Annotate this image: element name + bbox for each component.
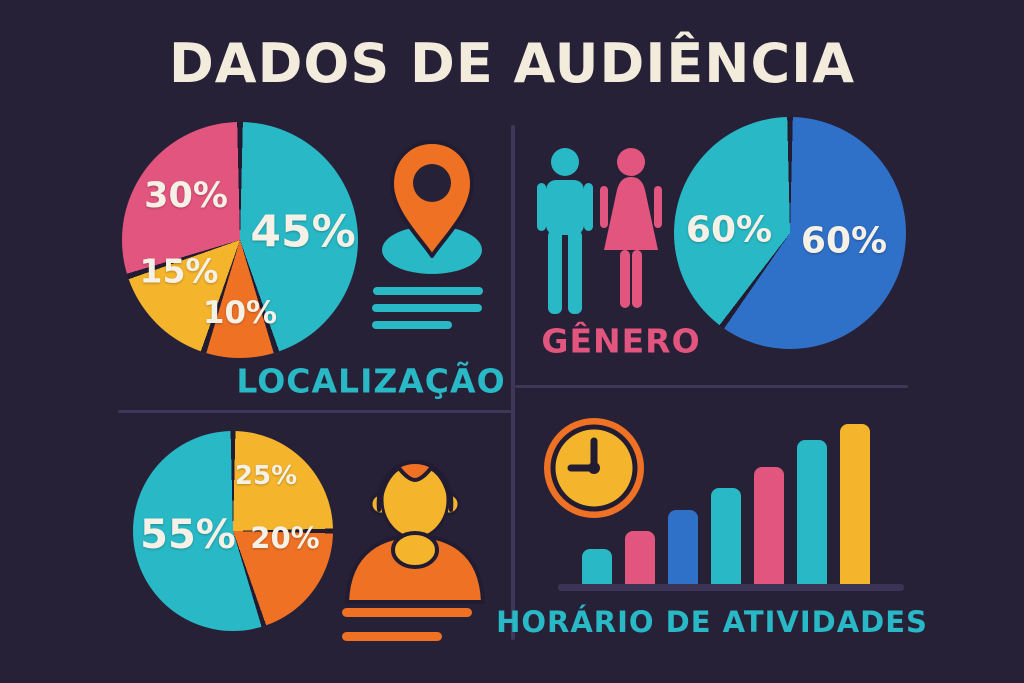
localizacao-label: LOCALIZAÇÃO — [236, 361, 506, 401]
person-text-line — [342, 632, 442, 641]
activity-bar-chart — [582, 420, 870, 584]
horizontal-divider-left — [118, 410, 512, 413]
page-title: DADOS DE AUDIÊNCIA — [168, 32, 856, 95]
vertical-divider — [511, 125, 515, 640]
activity-bar — [840, 424, 870, 584]
horizontal-divider-right — [515, 385, 908, 388]
pie-slice-label: 60% — [685, 209, 773, 251]
genero-pie-chart: 60% 60% — [674, 117, 906, 349]
pie-slice-label: 20% — [250, 521, 320, 555]
pie-slice-label: 55% — [140, 512, 236, 558]
pie-slice-label: 60% — [800, 220, 888, 262]
pie-slice-label: 45% — [250, 206, 356, 258]
person-icon — [344, 460, 486, 604]
activity-bar — [582, 549, 612, 584]
pin-text-line — [373, 287, 483, 295]
activity-bar — [711, 488, 741, 584]
clock-icon — [544, 418, 644, 518]
activity-bar — [754, 467, 784, 584]
genero-label: GÊNERO — [541, 321, 701, 361]
horario-label: HORÁRIO DE ATIVIDADES — [496, 605, 928, 639]
male-icon — [537, 148, 593, 314]
person-text-line — [342, 608, 472, 617]
activity-bar — [668, 510, 698, 584]
activity-bar — [797, 440, 827, 584]
faixa-pie-chart: 25% 20% 55% — [133, 431, 333, 631]
pin-text-line — [372, 321, 452, 329]
localizacao-pie-chart: 45% 10% 15% 30% — [122, 122, 358, 358]
bar-chart-baseline — [558, 584, 904, 591]
activity-bar — [625, 531, 655, 584]
pie-slice-label: 15% — [139, 251, 219, 291]
pie-slice-label: 25% — [234, 461, 298, 491]
map-pin-icon — [382, 140, 482, 274]
pie-slice-label: 10% — [202, 295, 278, 331]
female-icon — [600, 148, 662, 308]
pin-text-line — [372, 304, 482, 312]
pie-slice-label: 30% — [144, 176, 228, 216]
